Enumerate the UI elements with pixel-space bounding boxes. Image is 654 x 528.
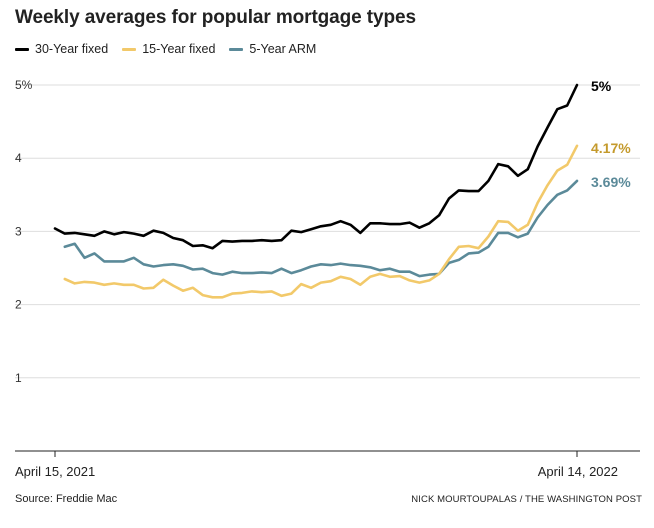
end-labels: 5% 4.17% 3.69% (591, 78, 631, 190)
y-tick-label: 4 (15, 151, 22, 165)
legend-label-30-year: 30-Year fixed (35, 42, 109, 56)
y-axis-tick-labels: 1 2 3 4 5% (15, 78, 33, 385)
end-label-1: 4.17% (591, 140, 631, 156)
x-axis: April 15, 2021 April 14, 2022 (15, 450, 640, 479)
y-tick-label: 1 (15, 371, 22, 385)
x-tick-label: April 14, 2022 (538, 464, 618, 479)
legend-swatch-30-year (15, 47, 29, 51)
legend-item-15-year: 15-Year fixed (122, 42, 215, 56)
source-note: Source: Freddie Mac (15, 493, 118, 505)
x-tick-label: April 15, 2021 (15, 464, 95, 479)
legend-swatch-15-year (122, 47, 137, 51)
legend-item-30-year: 30-Year fixed (15, 42, 108, 56)
series-line-2 (63, 179, 579, 278)
y-tick-label: 2 (15, 298, 22, 312)
legend-label-15-year: 15-Year fixed (142, 42, 216, 56)
series-line-0 (53, 83, 579, 250)
chart-title: Weekly averages for popular mortgage typ… (15, 7, 416, 28)
legend-label-5-year-arm: 5-Year ARM (249, 42, 317, 56)
series-lines (53, 83, 579, 299)
legend: 30-Year fixed 15-Year fixed 5-Year ARM (15, 42, 316, 56)
y-tick-label: 3 (15, 224, 22, 238)
end-label-0: 5% (591, 78, 612, 94)
legend-item-5-year-arm: 5-Year ARM (229, 42, 316, 56)
legend-swatch-5-year-arm (229, 47, 244, 51)
credit-note: NICK MOURTOUPALAS / THE WASHINGTON POST (411, 494, 642, 505)
gridlines (15, 84, 640, 379)
series-line-1 (63, 144, 579, 299)
end-label-2: 3.69% (591, 174, 631, 190)
y-tick-label: 5% (15, 78, 33, 92)
